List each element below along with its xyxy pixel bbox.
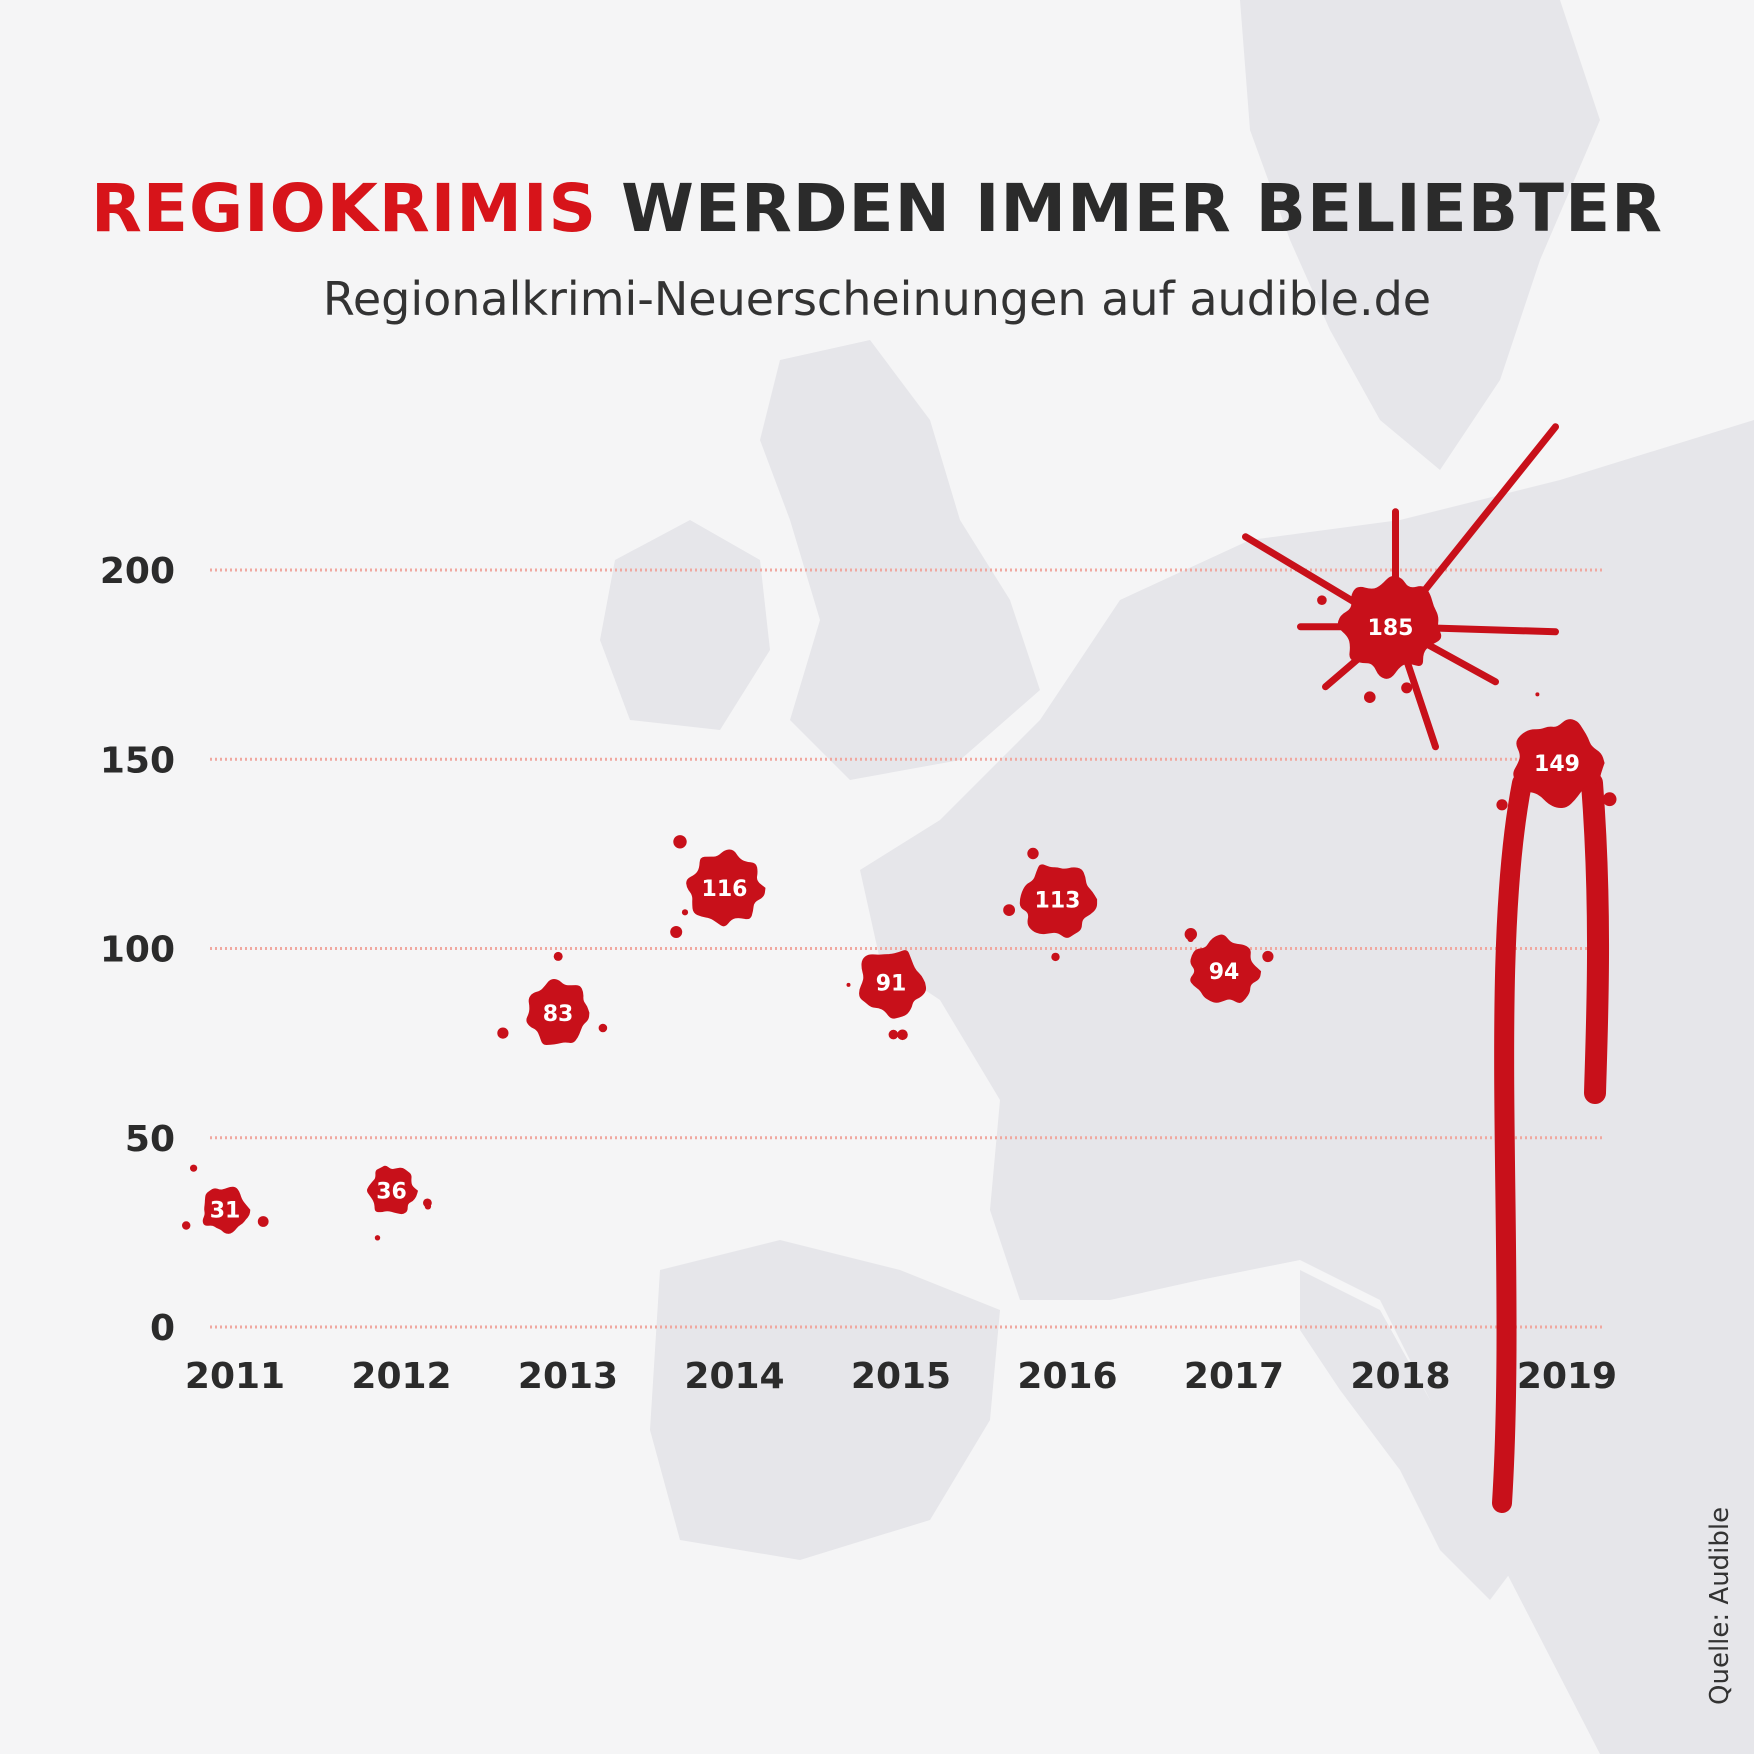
data-points: 31 36 83 116 91 113 94 185 149 <box>182 575 1617 1241</box>
data-label: 94 <box>1209 960 1240 985</box>
blood-droplet <box>670 926 683 938</box>
blood-droplet <box>190 1164 198 1172</box>
blood-droplet <box>1184 928 1198 941</box>
data-point: 94 <box>1184 928 1274 1003</box>
source-note: Quelle: Audible <box>1705 1506 1735 1705</box>
blood-splatter <box>526 978 590 1046</box>
gridlines <box>210 568 1605 1329</box>
data-point: 116 <box>670 835 766 938</box>
blood-droplet <box>374 1235 381 1241</box>
title-accent: REGIOKRIMIS <box>91 170 598 247</box>
blood-droplet <box>497 1027 509 1039</box>
title-rest: WERDEN IMMER BELIEBTER <box>621 170 1663 247</box>
blood-droplet <box>673 835 687 849</box>
data-label: 36 <box>376 1180 407 1205</box>
blood-droplet <box>681 909 689 916</box>
data-label: 113 <box>1035 888 1081 913</box>
data-point: 149 <box>1496 692 1617 811</box>
data-point: 113 <box>1003 847 1098 962</box>
data-point: 185 <box>1317 575 1442 703</box>
x-axis-ticks: 2011 2012 2013 2014 2015 2016 2017 2018 2019 <box>185 1356 1617 1397</box>
blood-droplet <box>846 982 851 987</box>
blood-droplet <box>1003 904 1015 916</box>
blood-droplet <box>1364 691 1376 703</box>
y-tick-label: 50 <box>125 1119 175 1160</box>
y-axis-ticks: 0 50 100 150 200 <box>100 551 175 1349</box>
x-tick-label: 2012 <box>351 1356 451 1397</box>
data-point: 91 <box>846 950 927 1041</box>
blood-droplet <box>1602 792 1617 807</box>
x-tick-label: 2018 <box>1350 1356 1450 1397</box>
blood-splatter <box>366 1165 418 1215</box>
data-label: 31 <box>210 1199 241 1224</box>
blood-splatter <box>1337 575 1442 679</box>
blood-drip <box>1492 773 1532 1514</box>
x-tick-label: 2019 <box>1517 1356 1617 1397</box>
data-label: 149 <box>1534 752 1580 777</box>
blood-splatter <box>202 1186 251 1234</box>
blood-droplet <box>1535 692 1540 697</box>
y-tick-label: 0 <box>150 1308 175 1349</box>
data-label: 116 <box>702 877 748 902</box>
blood-droplet <box>1496 799 1508 811</box>
blood-drip <box>1581 772 1610 1105</box>
blood-droplet <box>182 1221 191 1230</box>
blood-splatter <box>859 950 927 1019</box>
blood-droplet <box>1401 682 1413 694</box>
blood-droplet <box>257 1216 269 1227</box>
blood-splatter <box>1513 719 1605 809</box>
data-label: 91 <box>876 972 907 997</box>
blood-droplet <box>888 1029 899 1040</box>
blood-splatter <box>1190 934 1262 1003</box>
y-tick-label: 150 <box>100 740 175 781</box>
data-label: 83 <box>543 1002 574 1027</box>
data-point: 83 <box>497 951 608 1046</box>
data-label: 185 <box>1368 616 1414 641</box>
x-tick-label: 2014 <box>684 1356 784 1397</box>
blood-droplet <box>1027 847 1039 860</box>
blood-droplet <box>1262 950 1274 963</box>
y-tick-label: 100 <box>100 930 175 971</box>
data-point: 31 <box>182 1164 269 1234</box>
x-tick-label: 2017 <box>1184 1356 1284 1397</box>
blood-droplet <box>1051 952 1060 962</box>
blood-droplet <box>424 1203 432 1210</box>
blood-droplet <box>598 1023 608 1033</box>
x-tick-label: 2011 <box>185 1356 285 1397</box>
x-tick-label: 2015 <box>851 1356 951 1397</box>
blood-droplet <box>897 1029 908 1041</box>
x-tick-label: 2016 <box>1017 1356 1117 1397</box>
blood-droplet <box>553 951 563 961</box>
y-tick-label: 200 <box>100 551 175 592</box>
x-tick-label: 2013 <box>518 1356 618 1397</box>
chart-title: REGIOKRIMIS WERDEN IMMER BELIEBTER <box>0 170 1754 247</box>
blood-droplet <box>1317 595 1327 605</box>
blood-splatter <box>686 849 766 927</box>
chart-subtitle: Regionalkrimi-Neuerscheinungen auf audib… <box>322 272 1432 326</box>
blood-splatter <box>1019 864 1098 938</box>
data-point: 36 <box>366 1165 432 1241</box>
